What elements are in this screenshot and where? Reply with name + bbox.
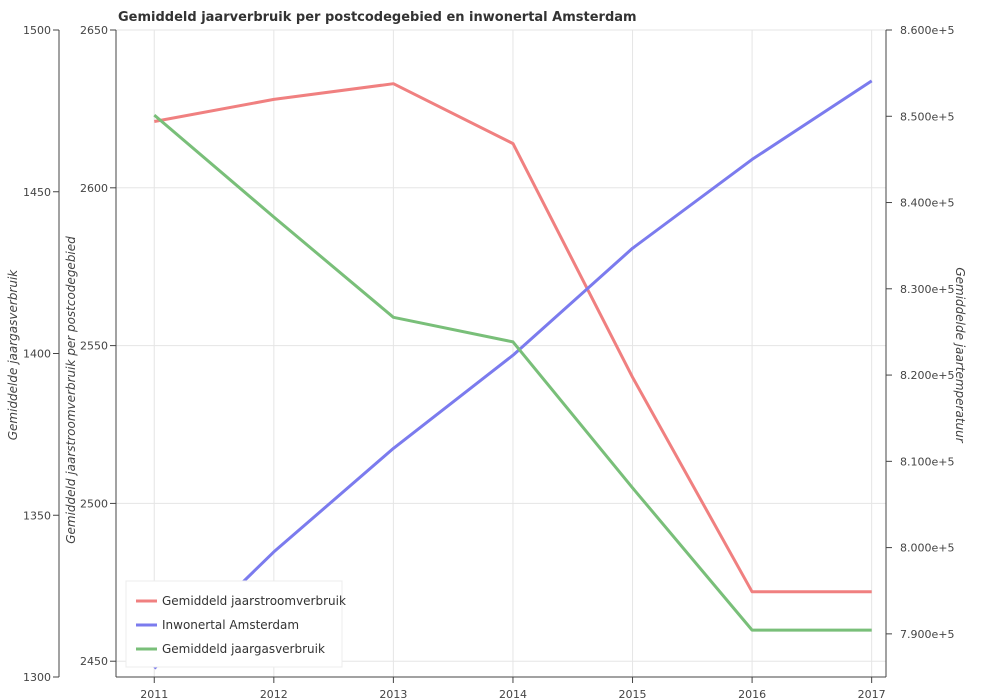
- left-outer-axis-title: Gemiddelde jaargasverbruik: [6, 269, 20, 441]
- left-inner-axis-title: Gemiddeld jaarstroomverbruik per postcod…: [64, 236, 78, 544]
- right-tick-label: 8.500e+5: [900, 110, 954, 123]
- series-lines: [153, 79, 873, 670]
- x-tick-label: 2016: [738, 688, 766, 700]
- series-line-2: [153, 79, 873, 670]
- left-inner-tick-label: 2500: [80, 497, 108, 510]
- x-tick-label: 2015: [619, 688, 647, 700]
- left-outer-tick-label: 1450: [23, 186, 51, 199]
- series-line-1: [154, 82, 872, 594]
- left-inner-tick-label: 2600: [80, 182, 108, 195]
- right-tick-label: 8.600e+5: [900, 24, 954, 37]
- right-tick-label: 8.100e+5: [900, 455, 954, 468]
- x-tick-label: 2014: [499, 688, 527, 700]
- x-tick-label: 2012: [260, 688, 288, 700]
- legend-box: [125, 580, 343, 668]
- left-outer-tick-label: 1300: [23, 671, 51, 684]
- series-line-3: [153, 113, 872, 632]
- x-tick-label: 2017: [858, 688, 886, 700]
- legend-item-label: Gemiddeld jaarstroomverbruik: [162, 594, 346, 608]
- x-tick-label: 2011: [140, 688, 168, 700]
- right-axis-title: Gemiddelde jaartemperatuur: [953, 267, 967, 443]
- right-tick-label: 8.200e+5: [900, 369, 954, 382]
- legend: Gemiddeld jaarstroomverbruik Inwonertal A…: [125, 580, 346, 668]
- x-tick-label: 2013: [379, 688, 407, 700]
- right-tick-label: 8.300e+5: [900, 283, 954, 296]
- right-tick-label: 8.400e+5: [900, 197, 954, 210]
- right-tick-label: 8.000e+5: [900, 542, 954, 555]
- right-tick-label: 7.900e+5: [900, 628, 954, 641]
- left-inner-tick-label: 2450: [80, 655, 108, 668]
- left-outer-tick-label: 1400: [23, 348, 51, 361]
- chart-title: Gemiddeld jaarverbruik per postcodegebie…: [118, 10, 637, 25]
- legend-item-label: Inwonertal Amsterdam: [162, 618, 299, 632]
- left-inner-tick-label: 2650: [80, 24, 108, 37]
- left-outer-tick-label: 1500: [23, 24, 51, 37]
- left-inner-tick-label: 2550: [80, 340, 108, 353]
- left-outer-tick-label: 1350: [23, 509, 51, 522]
- legend-item-label: Gemiddeld jaargasverbruik: [162, 642, 325, 656]
- axes: 2011 2012 2013 2014 2015 2016 2017 2450 2500 2550…: [6, 24, 967, 700]
